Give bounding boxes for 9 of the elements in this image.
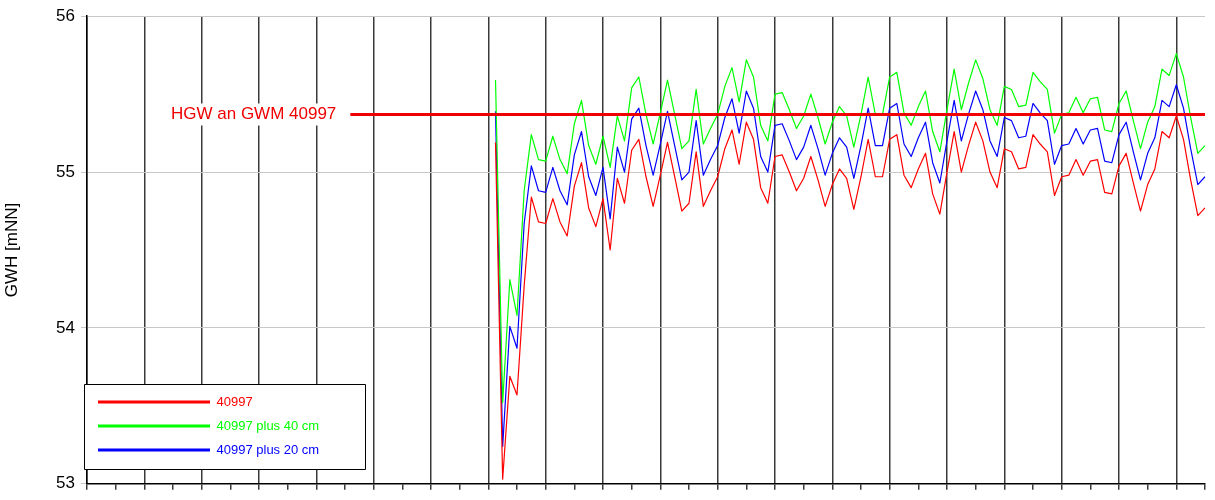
y-tick-label: 56 [56,5,75,25]
text: 40997 plus 40 cm [216,417,320,433]
y-tick-label: 55 [56,161,75,181]
ref-line-label: HGW an GWM 40997 [171,104,337,124]
text: 40997 plus 20 cm [216,441,320,457]
y-axis-title: GWH [mNN] [1,202,21,298]
y-tick-label: 54 [56,317,75,337]
y-tick-label: 53 [56,473,75,493]
text: 40997 [216,393,253,409]
